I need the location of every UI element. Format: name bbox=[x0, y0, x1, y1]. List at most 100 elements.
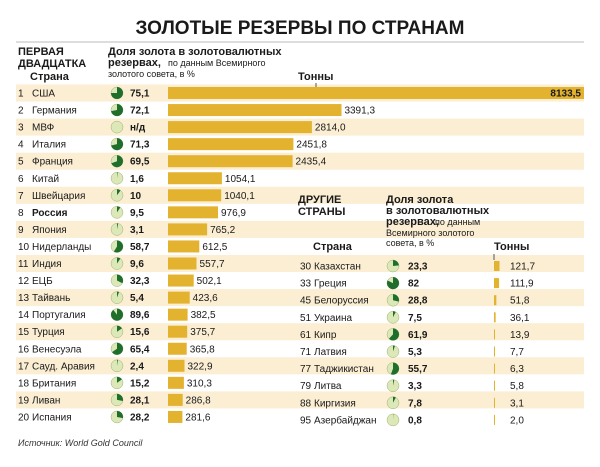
row-country: Белоруссия bbox=[314, 296, 369, 307]
row-country: Франция bbox=[32, 157, 73, 168]
row-country: Кипр bbox=[314, 330, 337, 341]
row-share: 7,5 bbox=[408, 313, 422, 324]
row-share: 28,1 bbox=[130, 395, 150, 406]
share-pie bbox=[386, 293, 400, 307]
share-pie bbox=[110, 325, 124, 338]
table-row: 77 Таджикистан 55,7 6,3 bbox=[300, 362, 524, 375]
row-share: 3,1 bbox=[130, 225, 144, 236]
row-country: Греция bbox=[314, 279, 347, 290]
tons-bar bbox=[494, 261, 500, 271]
row-country: Швейцария bbox=[32, 191, 85, 202]
tons-label: 3,1 bbox=[510, 398, 524, 409]
row-share: 1,6 bbox=[130, 174, 144, 185]
left-tons-header: Тонны bbox=[298, 71, 333, 83]
share-pie bbox=[386, 328, 400, 341]
row-share: 9,5 bbox=[130, 208, 144, 219]
tons-label: 8133,5 bbox=[550, 89, 581, 100]
row-rank: 95 bbox=[300, 415, 312, 426]
tons-label: 612,5 bbox=[202, 242, 227, 253]
table-row: 10 Нидерланды 58,7 612,5 bbox=[18, 240, 228, 253]
table-row: 61 Кипр 61,9 13,9 bbox=[300, 328, 530, 341]
tons-label: 2451,8 bbox=[296, 140, 327, 151]
tons-label: 322,9 bbox=[188, 361, 213, 372]
row-share: 65,4 bbox=[130, 344, 150, 355]
row-country: Британия bbox=[32, 378, 76, 389]
share-pie bbox=[386, 396, 400, 410]
right-share-note-line3: по данным bbox=[435, 217, 480, 227]
table-row: 33 Греция 82 111,9 bbox=[300, 276, 534, 290]
tons-label: 765,2 bbox=[210, 225, 235, 236]
share-pie bbox=[110, 308, 124, 321]
right-group-title-line1: ДРУГИЕ bbox=[298, 194, 341, 206]
row-rank: 14 bbox=[18, 310, 30, 321]
tons-bar bbox=[168, 87, 584, 99]
share-pie bbox=[110, 240, 124, 253]
left-group-title-line2: ДВАДЦАТКА bbox=[18, 58, 86, 70]
tons-bar bbox=[168, 155, 293, 168]
left-country-header: Страна bbox=[30, 71, 70, 83]
row-rank: 15 bbox=[18, 327, 30, 338]
share-pie bbox=[110, 86, 124, 100]
tons-label: 36,1 bbox=[510, 313, 530, 324]
tons-label: 423,6 bbox=[193, 293, 218, 304]
tons-bar bbox=[494, 414, 495, 425]
share-pie bbox=[110, 274, 124, 287]
row-country: Испания bbox=[32, 412, 72, 423]
table-row: 1 США 75,1 8133,5 bbox=[18, 86, 584, 100]
tons-bar bbox=[168, 274, 194, 287]
tons-bar bbox=[168, 172, 222, 185]
tons-bar bbox=[168, 393, 183, 406]
tons-label: 3391,3 bbox=[344, 106, 375, 117]
row-share: 28,2 bbox=[130, 412, 150, 423]
tons-label: 6,3 bbox=[510, 364, 524, 375]
right-group-title-line2: СТРАНЫ bbox=[298, 206, 346, 218]
row-share: 72,1 bbox=[130, 106, 150, 117]
table-row: 9 Япония 3,1 765,2 bbox=[18, 223, 236, 236]
share-pie bbox=[386, 379, 400, 392]
table-row: 11 Индия 9,6 557,7 bbox=[18, 257, 225, 270]
row-country: Таджикистан bbox=[314, 364, 374, 375]
tons-bar bbox=[168, 308, 188, 321]
row-country: Ливан bbox=[32, 395, 60, 406]
row-rank: 17 bbox=[18, 361, 30, 372]
right-table: 30 Казахстан 23,3 121,7 33 Греция 82 111,9 45 Бел… bbox=[300, 259, 535, 426]
row-bands bbox=[16, 84, 584, 409]
share-pie bbox=[110, 376, 124, 390]
row-share: 5,4 bbox=[130, 293, 144, 304]
tons-label: 1054,1 bbox=[225, 174, 256, 185]
row-country: Сауд. Аравия bbox=[32, 361, 95, 372]
tons-bar bbox=[168, 206, 218, 219]
row-share: 10 bbox=[130, 191, 142, 202]
row-share: 28,8 bbox=[408, 296, 428, 307]
share-pie bbox=[110, 137, 124, 151]
tons-bar bbox=[168, 189, 222, 202]
row-rank: 88 bbox=[300, 398, 312, 409]
share-pie bbox=[110, 189, 124, 202]
share-pie bbox=[110, 120, 124, 134]
share-pie bbox=[110, 206, 124, 219]
row-share: 71,3 bbox=[130, 140, 150, 151]
row-band bbox=[16, 254, 584, 273]
row-rank: 8 bbox=[18, 208, 24, 219]
table-row: 20 Испания 28,2 281,6 bbox=[18, 410, 211, 424]
row-country: Венесуэла bbox=[32, 344, 82, 355]
tons-bar bbox=[494, 363, 495, 374]
row-country: Казахстан bbox=[314, 262, 361, 273]
row-rank: 5 bbox=[18, 157, 24, 168]
tons-label: 310,3 bbox=[187, 378, 212, 389]
row-rank: 51 bbox=[300, 313, 312, 324]
right-tons-header: Тонны bbox=[494, 241, 529, 253]
row-country: Украина bbox=[314, 313, 353, 324]
row-share: 7,8 bbox=[408, 398, 422, 409]
row-country: Италия bbox=[32, 140, 66, 151]
tons-label: 502,1 bbox=[197, 276, 222, 287]
tons-label: 5,8 bbox=[510, 381, 524, 392]
right-share-note-line5: совета, в % bbox=[386, 238, 434, 248]
tons-label: 1040,1 bbox=[224, 191, 255, 202]
tons-bar bbox=[494, 312, 496, 323]
row-rank: 71 bbox=[300, 347, 312, 358]
share-pie bbox=[110, 410, 124, 424]
table-row: 3 МВФ н/д 2814,0 bbox=[18, 120, 346, 134]
tons-bar bbox=[168, 104, 342, 117]
row-rank: 1 bbox=[18, 89, 24, 100]
